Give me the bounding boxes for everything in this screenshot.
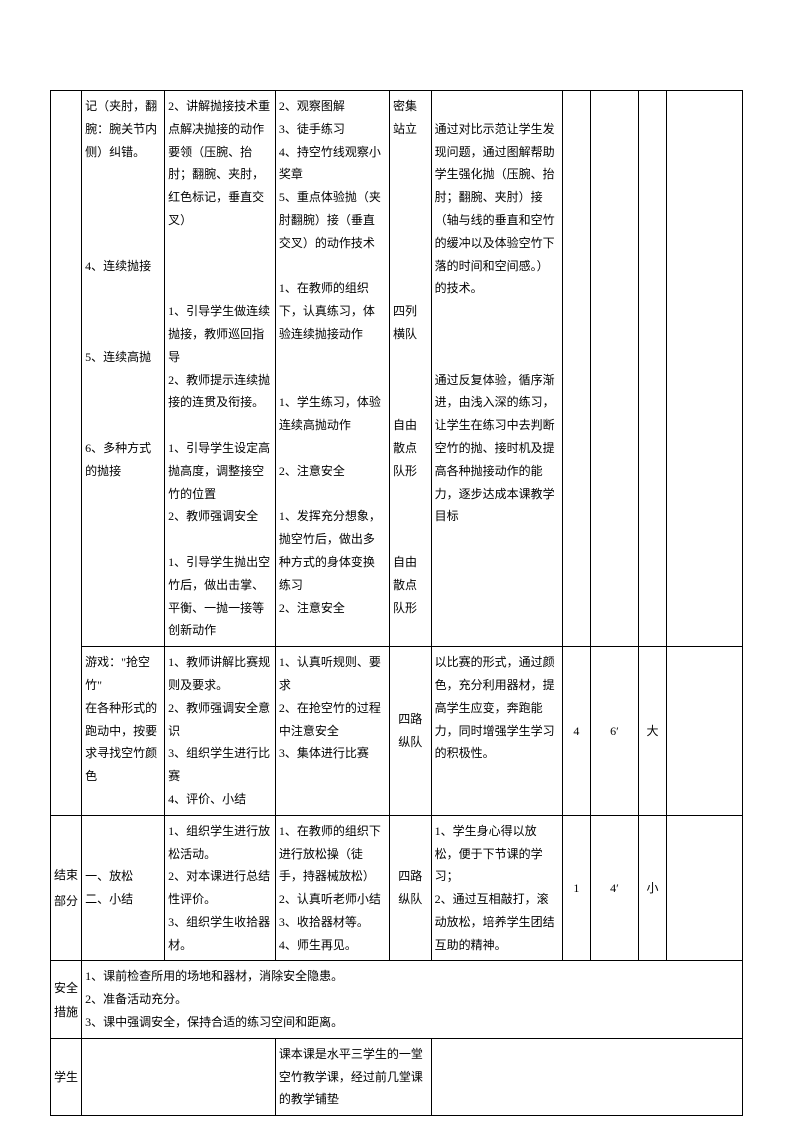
- cell-r3-c10: [666, 815, 742, 961]
- row-conclusion: 结束部分 一、放松 二、小结 1、组织学生进行放松活动。 2、对本课进行总结性评…: [51, 815, 743, 961]
- cell-r1-c6: 通过对比示范让学生发现问题，通过图解帮助学生强化抛（压腕、抬肘；翻腕、夹肘）接（…: [431, 91, 562, 647]
- row-practice: 记（夹肘，翻腕：腕关节内侧）纠错。 4、连续抛接 5、连续高抛 6、多种方式的抛…: [51, 91, 743, 647]
- cell-r3-c1: 结束部分: [51, 815, 82, 961]
- cell-r1-c9: [639, 91, 667, 647]
- cell-r3-c9: 小: [639, 815, 667, 961]
- lesson-plan-table: 记（夹肘，翻腕：腕关节内侧）纠错。 4、连续抛接 5、连续高抛 6、多种方式的抛…: [50, 90, 743, 1116]
- cell-prev-section: [51, 91, 82, 816]
- cell-r2-c8: 6′: [590, 647, 638, 816]
- cell-r3-c5: 四路纵队: [390, 815, 432, 961]
- row-student: 学生 课本课是水平三学生的一堂空竹教学课，经过前几堂课的教学铺垫: [51, 1038, 743, 1115]
- cell-r5-c1: 学生: [51, 1038, 82, 1115]
- cell-r1-c8: [590, 91, 638, 647]
- cell-r1-c2: 记（夹肘，翻腕：腕关节内侧）纠错。 4、连续抛接 5、连续高抛 6、多种方式的抛…: [82, 91, 165, 647]
- cell-r1-c3: 2、讲解抛接技术重点解决抛接的动作要领（压腕、抬肘；翻腕、夹肘，红色标记，垂直交…: [165, 91, 276, 647]
- cell-r2-c7: 4: [563, 647, 591, 816]
- row-game: 游戏："抢空竹" 在各种形式的跑动中，按要求寻找空竹颜色 1、教师讲解比赛规则及…: [51, 647, 743, 816]
- cell-r2-c6: 以比赛的形式，通过颜色，充分利用器材，提高学生应变，奔跑能力，同时增强学生学习的…: [431, 647, 562, 816]
- cell-r1-c4: 2、观察图解 3、徒手练习 4、持空竹线观察小奖章 5、重点体验抛（夹肘翻腕）接…: [275, 91, 389, 647]
- cell-r4-c1: 安全措施: [51, 961, 82, 1038]
- cell-r2-c2: 游戏："抢空竹" 在各种形式的跑动中，按要求寻找空竹颜色: [82, 647, 165, 816]
- cell-r5-c4: 课本课是水平三学生的一堂空竹教学课，经过前几堂课的教学铺垫: [275, 1038, 431, 1115]
- cell-r2-c10: [666, 647, 742, 816]
- cell-r3-c3: 1、组织学生进行放松活动。 2、对本课进行总结性评价。 3、组织学生收拾器材。: [165, 815, 276, 961]
- cell-r2-c9: 大: [639, 647, 667, 816]
- cell-r3-c7: 1: [563, 815, 591, 961]
- cell-r1-c7: [563, 91, 591, 647]
- cell-r3-c6: 1、学生身心得以放松，便于下节课的学习； 2、通过互相敲打，滚动放松，培养学生团…: [431, 815, 562, 961]
- cell-r4-content: 1、课前检查所用的场地和器材，消除安全隐患。 2、准备活动充分。 3、课中强调安…: [82, 961, 743, 1038]
- cell-r2-c4: 1、认真听规则、要求 2、在抢空竹的过程中注意安全 3、集体进行比赛: [275, 647, 389, 816]
- cell-r1-c10: [666, 91, 742, 647]
- cell-r3-c2: 一、放松 二、小结: [82, 815, 165, 961]
- cell-r2-c3: 1、教师讲解比赛规则及要求。 2、教师强调安全意识 3、组织学生进行比赛 4、评…: [165, 647, 276, 816]
- cell-r1-c5: 密集站立 四列横队 自由散点队形 自由散点队形: [390, 91, 432, 647]
- cell-r5-c6: [431, 1038, 742, 1115]
- row-safety: 安全措施 1、课前检查所用的场地和器材，消除安全隐患。 2、准备活动充分。 3、…: [51, 961, 743, 1038]
- cell-r3-c4: 1、在教师的组织下进行放松操（徒手，持器械放松） 2、认真听老师小结 3、收拾器…: [275, 815, 389, 961]
- cell-r2-c5: 四路纵队: [390, 647, 432, 816]
- cell-r3-c8: 4′: [590, 815, 638, 961]
- cell-r5-c2: [82, 1038, 276, 1115]
